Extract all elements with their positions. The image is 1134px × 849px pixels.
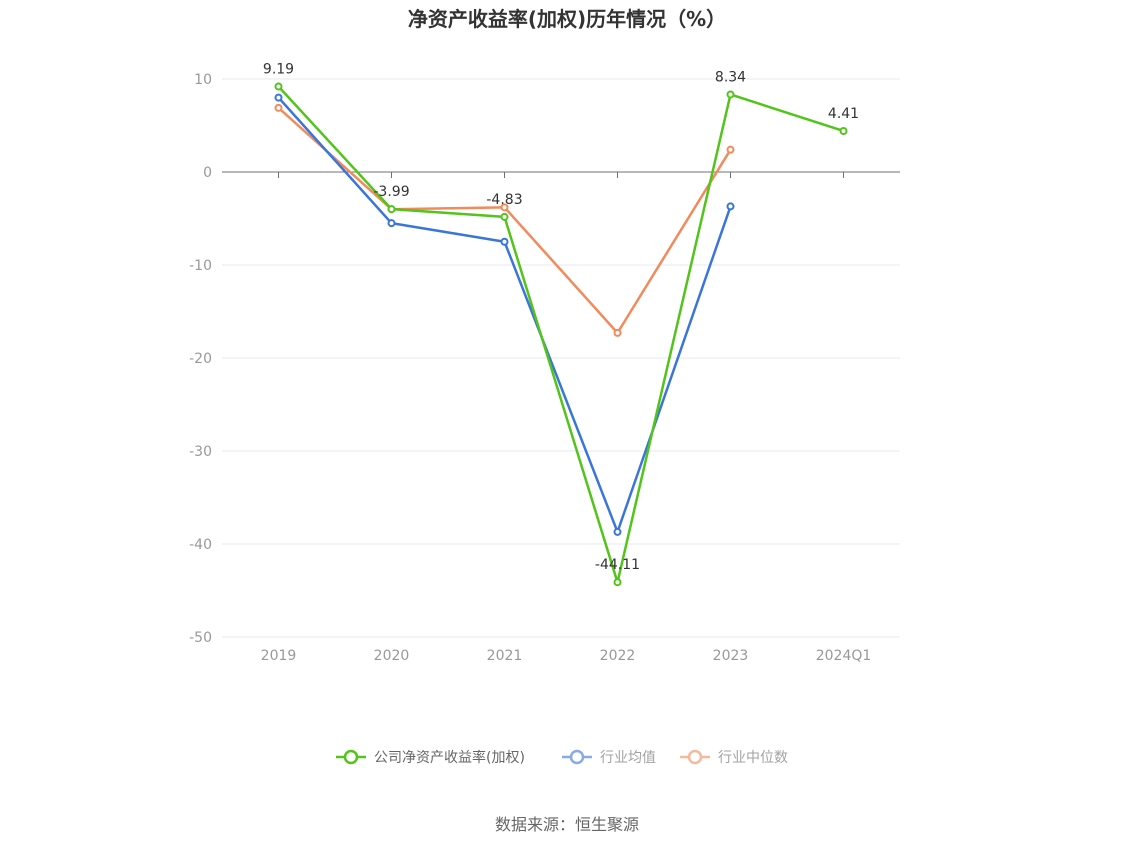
legend-item-1[interactable]: 行业均值 (562, 749, 656, 766)
data-point (613, 578, 622, 587)
x-axis: 2019 2020 2021 2022 2023 2024Q1 (222, 171, 900, 664)
legend-label: 公司净资产收益率(加权) (374, 749, 525, 766)
y-tick-label: -10 (189, 258, 212, 274)
data-label: -44.11 (595, 557, 640, 573)
y-tick-label: -40 (189, 537, 212, 553)
y-axis: 10 0 -10 -20 -30 -40 -50 (189, 72, 212, 646)
legend-marker (569, 749, 585, 765)
y-tick-label: -50 (189, 630, 212, 646)
chart-title: 净资产收益率(加权)历年情况（%） (408, 7, 726, 31)
data-point (387, 205, 396, 214)
x-tick-label: 2020 (374, 648, 410, 664)
data-point (274, 103, 283, 112)
legend-label: 行业中位数 (718, 750, 788, 766)
x-tick-label: 2022 (600, 648, 636, 664)
data-point (387, 219, 396, 228)
data-point (726, 145, 735, 154)
grid-lines (222, 78, 900, 638)
data-point (274, 82, 283, 91)
data-label: 4.41 (828, 106, 859, 122)
y-tick-label: 0 (203, 165, 212, 181)
x-tick-label: 2021 (487, 648, 523, 664)
data-point (613, 328, 622, 337)
series-line-1 (277, 96, 732, 534)
data-point (274, 93, 283, 102)
data-label: -3.99 (373, 184, 409, 200)
x-tick-label: 2023 (713, 648, 749, 664)
series-line-0 (277, 85, 844, 584)
data-source: 数据来源：恒生聚源 (495, 815, 639, 834)
legend-marker (343, 749, 359, 765)
series-lines (274, 82, 848, 587)
x-tick-label: 2024Q1 (816, 648, 872, 664)
data-labels: 9.19 -3.99 -4.83 -44.11 8.34 4.41 (263, 62, 859, 574)
legend-marker (687, 749, 703, 765)
y-tick-label: 10 (194, 72, 212, 88)
data-label: 9.19 (263, 62, 294, 78)
data-label: -4.83 (486, 192, 522, 208)
y-tick-label: -30 (189, 444, 212, 460)
data-point (500, 203, 509, 212)
legend-item-0[interactable]: 公司净资产收益率(加权) (336, 749, 525, 766)
y-tick-label: -20 (189, 351, 212, 367)
data-point (500, 212, 509, 221)
legend-item-2[interactable]: 行业中位数 (680, 749, 788, 766)
data-point (726, 202, 735, 211)
legend-label: 行业均值 (600, 750, 656, 766)
data-point (726, 90, 735, 99)
data-point (500, 237, 509, 246)
data-label: 8.34 (715, 69, 746, 85)
legend[interactable]: 公司净资产收益率(加权) 行业均值 行业中位数 (336, 749, 788, 766)
x-tick-label: 2019 (261, 648, 297, 664)
data-point (839, 126, 848, 135)
data-point (613, 527, 622, 536)
